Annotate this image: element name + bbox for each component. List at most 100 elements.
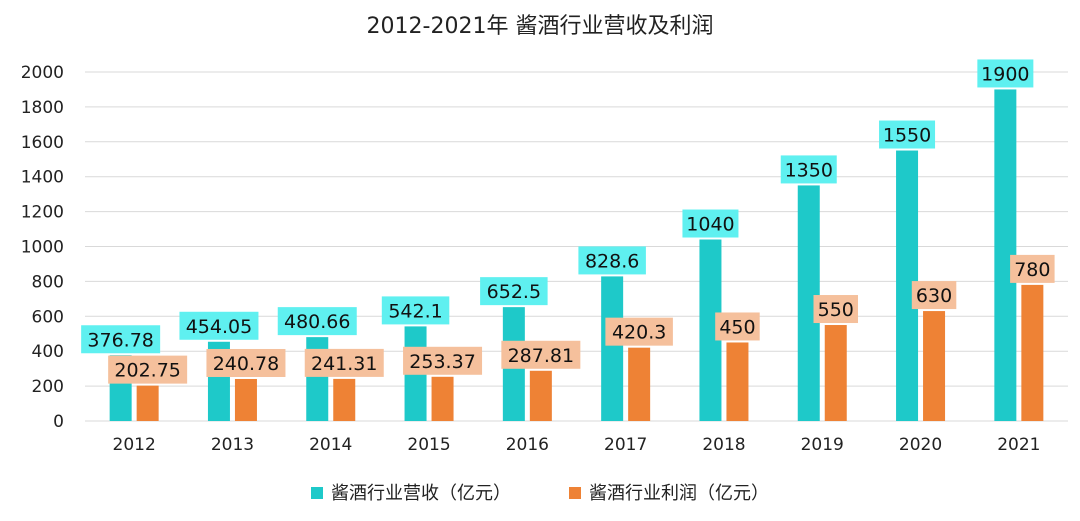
revenue-bar xyxy=(896,150,919,421)
bars xyxy=(109,89,1044,421)
data-label-bg xyxy=(879,120,936,149)
profit-bar xyxy=(333,378,356,421)
x-tick-label: 2017 xyxy=(604,435,647,455)
y-tick-label: 1400 xyxy=(21,168,64,188)
data-label-bg xyxy=(179,311,259,340)
x-tick-label: 2014 xyxy=(309,435,352,455)
revenue-bar xyxy=(699,239,722,421)
data-label-bg xyxy=(81,325,161,354)
y-tick-label: 1800 xyxy=(21,98,64,118)
profit-bar xyxy=(628,347,651,421)
data-label-bg xyxy=(1010,254,1055,283)
revenue-data-label: 542.1 xyxy=(381,296,450,325)
profit-data-label: 450 xyxy=(715,312,760,341)
legend-label-profit: 酱酒行业利润（亿元） xyxy=(589,483,769,504)
data-label-text: 241.31 xyxy=(311,353,377,375)
profit-bar xyxy=(529,370,552,421)
y-axis-ticks: 0 200 400 600 800 1000 1200 1400 1600 1800 2000 xyxy=(21,63,64,432)
data-label-bg xyxy=(715,312,760,341)
y-tick-label: 400 xyxy=(32,342,64,362)
data-label-bg xyxy=(381,296,450,325)
data-label-text: 828.6 xyxy=(585,250,639,272)
data-label-text: 780 xyxy=(1014,259,1050,281)
data-label-text: 420.3 xyxy=(612,322,666,344)
data-label-text: 1550 xyxy=(883,125,931,147)
revenue-data-label: 1900 xyxy=(977,59,1034,88)
y-tick-label: 1600 xyxy=(21,133,64,153)
legend-label-revenue: 酱酒行业营收（亿元） xyxy=(331,483,511,504)
x-tick-label: 2015 xyxy=(407,435,450,455)
profit-data-label: 630 xyxy=(911,281,957,310)
data-label-bg xyxy=(605,317,673,346)
profit-bar xyxy=(234,378,257,421)
data-label-bg xyxy=(682,209,739,238)
data-label-text: 253.37 xyxy=(409,351,475,373)
revenue-data-label: 454.05 xyxy=(179,311,259,340)
revenue-data-label: 1350 xyxy=(780,155,837,184)
x-tick-label: 2018 xyxy=(702,435,745,455)
y-tick-label: 2000 xyxy=(21,63,64,83)
profit-data-label: 253.37 xyxy=(403,346,483,375)
data-label-text: 450 xyxy=(719,316,755,338)
revenue-bar xyxy=(994,89,1017,421)
profit-data-label: 240.78 xyxy=(206,348,286,377)
revenue-data-label: 828.6 xyxy=(578,246,646,275)
revenue-bar xyxy=(797,185,820,421)
data-label-text: 542.1 xyxy=(388,300,442,322)
profit-data-label: 287.81 xyxy=(501,340,581,369)
data-label-text: 202.75 xyxy=(114,360,180,382)
y-tick-label: 1200 xyxy=(21,203,64,223)
profit-bar xyxy=(726,342,749,421)
profit-bar xyxy=(923,311,946,421)
data-label-text: 376.78 xyxy=(87,329,153,351)
data-label-text: 652.5 xyxy=(487,281,541,303)
data-label-bg xyxy=(780,155,837,184)
x-tick-label: 2012 xyxy=(113,435,156,455)
y-tick-label: 600 xyxy=(32,307,64,327)
revenue-bar xyxy=(601,276,624,421)
data-label-bg xyxy=(108,355,188,384)
y-tick-label: 200 xyxy=(32,377,64,397)
data-label-text: 550 xyxy=(818,299,854,321)
profit-bar xyxy=(1021,284,1044,421)
y-tick-label: 0 xyxy=(53,412,64,432)
data-label-bg xyxy=(813,295,858,324)
profit-data-label: 202.75 xyxy=(108,355,188,384)
data-label-text: 630 xyxy=(916,285,952,307)
revenue-data-label: 1550 xyxy=(879,120,936,149)
profit-data-label: 241.31 xyxy=(304,348,384,377)
data-label-text: 240.78 xyxy=(213,353,279,375)
revenue-data-label: 652.5 xyxy=(480,277,548,306)
data-label-text: 1900 xyxy=(981,63,1029,85)
data-label-text: 1350 xyxy=(785,159,833,181)
profit-data-label: 550 xyxy=(813,295,858,324)
x-tick-label: 2020 xyxy=(899,435,942,455)
profit-data-label: 420.3 xyxy=(605,317,673,346)
data-label-text: 480.66 xyxy=(284,311,350,333)
x-tick-label: 2016 xyxy=(506,435,549,455)
revenue-data-label: 1040 xyxy=(682,209,739,238)
x-tick-label: 2019 xyxy=(801,435,844,455)
profit-bar xyxy=(824,325,847,421)
x-tick-label: 2013 xyxy=(211,435,254,455)
x-axis-ticks: 2012 2013 2014 2015 2016 2017 2018 2019 2020 2021 xyxy=(113,435,1041,455)
revenue-data-label: 480.66 xyxy=(277,307,357,336)
data-label-bg xyxy=(304,348,384,377)
data-label-bg xyxy=(578,246,646,275)
legend-swatch-profit xyxy=(569,487,581,499)
profit-bar xyxy=(136,385,159,421)
data-label-bg xyxy=(911,281,957,310)
y-tick-label: 1000 xyxy=(21,238,64,258)
data-label-bg xyxy=(277,307,357,336)
legend-swatch-revenue xyxy=(311,487,323,499)
y-tick-label: 800 xyxy=(32,272,64,292)
data-label-bg xyxy=(480,277,548,306)
revenue-data-label: 376.78 xyxy=(81,325,161,354)
data-label-text: 287.81 xyxy=(508,345,574,367)
profit-bar xyxy=(431,376,454,421)
data-label-text: 454.05 xyxy=(186,316,252,338)
data-label-bg xyxy=(206,348,286,377)
data-label-bg xyxy=(403,346,483,375)
profit-data-label: 780 xyxy=(1010,254,1055,283)
